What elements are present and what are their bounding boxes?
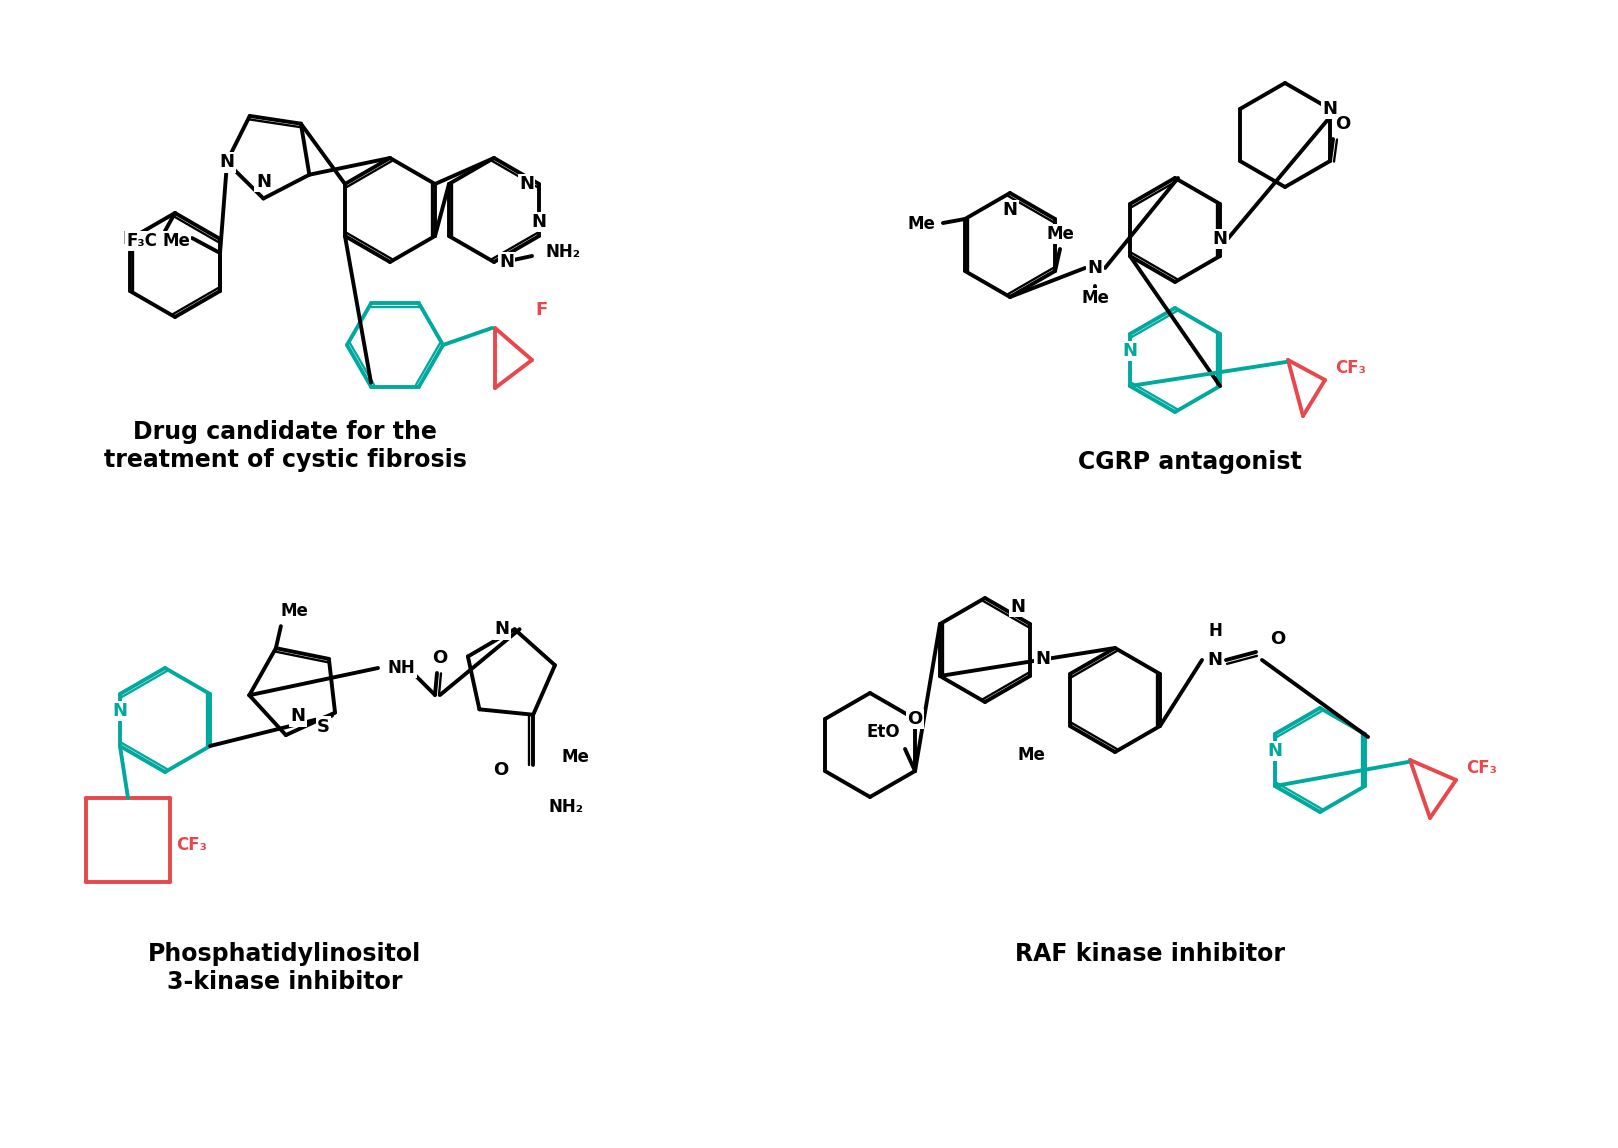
Text: N: N [1212, 230, 1228, 248]
Text: NH₂: NH₂ [549, 798, 582, 816]
Text: N: N [495, 620, 510, 638]
Text: N: N [1036, 650, 1050, 668]
Text: N: N [113, 701, 128, 720]
Text: Me: Me [282, 603, 309, 620]
Text: N: N [1322, 100, 1338, 118]
Text: N: N [256, 172, 270, 191]
Text: N: N [498, 253, 515, 271]
Text: N: N [123, 230, 138, 248]
Text: O: O [908, 709, 922, 728]
Text: Me: Me [1081, 289, 1108, 307]
Text: S: S [317, 718, 330, 736]
Text: N: N [1003, 201, 1018, 219]
Text: RAF kinase inhibitor: RAF kinase inhibitor [1014, 943, 1285, 965]
Text: Me: Me [908, 215, 935, 233]
Text: N: N [291, 707, 306, 726]
Text: CF₃: CF₃ [1466, 759, 1497, 777]
Text: N: N [532, 214, 547, 231]
Text: H: H [1209, 622, 1222, 639]
Text: O: O [1270, 630, 1285, 647]
Text: NH₂: NH₂ [545, 243, 581, 261]
Text: CF₃: CF₃ [1335, 359, 1366, 377]
Text: EtO: EtO [866, 723, 900, 740]
Text: N: N [519, 174, 534, 193]
Text: O: O [493, 761, 508, 778]
Text: O: O [1335, 115, 1351, 133]
Text: F: F [536, 301, 547, 319]
Text: Me: Me [1047, 225, 1074, 243]
Text: F₃C: F₃C [126, 232, 157, 250]
Text: N: N [1010, 598, 1026, 616]
Text: Me: Me [1018, 746, 1045, 765]
Text: N: N [1207, 651, 1223, 669]
Text: NH: NH [388, 659, 416, 677]
Text: Drug candidate for the
treatment of cystic fibrosis: Drug candidate for the treatment of cyst… [104, 420, 466, 472]
Text: Me: Me [162, 232, 189, 250]
Text: N: N [1087, 259, 1102, 277]
Text: N: N [1123, 342, 1137, 360]
Text: N: N [218, 153, 235, 171]
Text: Me: Me [561, 747, 589, 766]
Text: O: O [432, 649, 448, 667]
Text: CF₃: CF₃ [176, 836, 207, 854]
Text: CGRP antagonist: CGRP antagonist [1078, 450, 1302, 474]
Text: N: N [1267, 742, 1283, 760]
Text: Phosphatidylinositol
3-kinase inhibitor: Phosphatidylinositol 3-kinase inhibitor [149, 943, 422, 994]
